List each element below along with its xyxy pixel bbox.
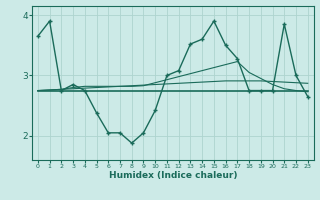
X-axis label: Humidex (Indice chaleur): Humidex (Indice chaleur) [108, 171, 237, 180]
